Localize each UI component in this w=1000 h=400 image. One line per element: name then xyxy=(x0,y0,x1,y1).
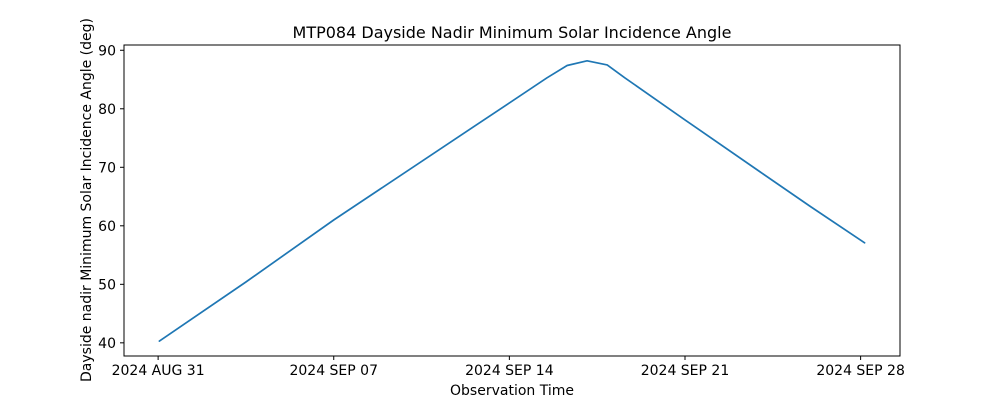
y-tick-label: 90 xyxy=(98,43,116,59)
chart-title: MTP084 Dayside Nadir Minimum Solar Incid… xyxy=(293,23,732,42)
x-tick-label: 2024 SEP 14 xyxy=(465,363,554,379)
data-line-dayside-nadir-min-solar-incidence-angle xyxy=(158,59,866,342)
x-axis-label: Observation Time xyxy=(450,383,574,399)
y-tick-label: 40 xyxy=(98,336,116,352)
x-tick-label: 2024 SEP 28 xyxy=(816,363,905,379)
plot-area: 2024 AUG 31 2024 SEP 07 2024 SEP 14 2024 SE… xyxy=(98,43,905,379)
x-tick-label: 2024 SEP 21 xyxy=(641,363,730,379)
y-tick-label: 60 xyxy=(98,219,116,235)
y-axis-label: Dayside nadir Minimum Solar Incidence An… xyxy=(79,18,95,382)
y-tick-label: 50 xyxy=(98,277,116,293)
axes-frame xyxy=(123,44,901,357)
y-tick-label: 80 xyxy=(98,102,116,118)
x-tick-label: 2024 SEP 07 xyxy=(289,363,378,379)
y-tick-label: 70 xyxy=(98,160,116,176)
x-tick-label: 2024 AUG 31 xyxy=(112,363,205,379)
